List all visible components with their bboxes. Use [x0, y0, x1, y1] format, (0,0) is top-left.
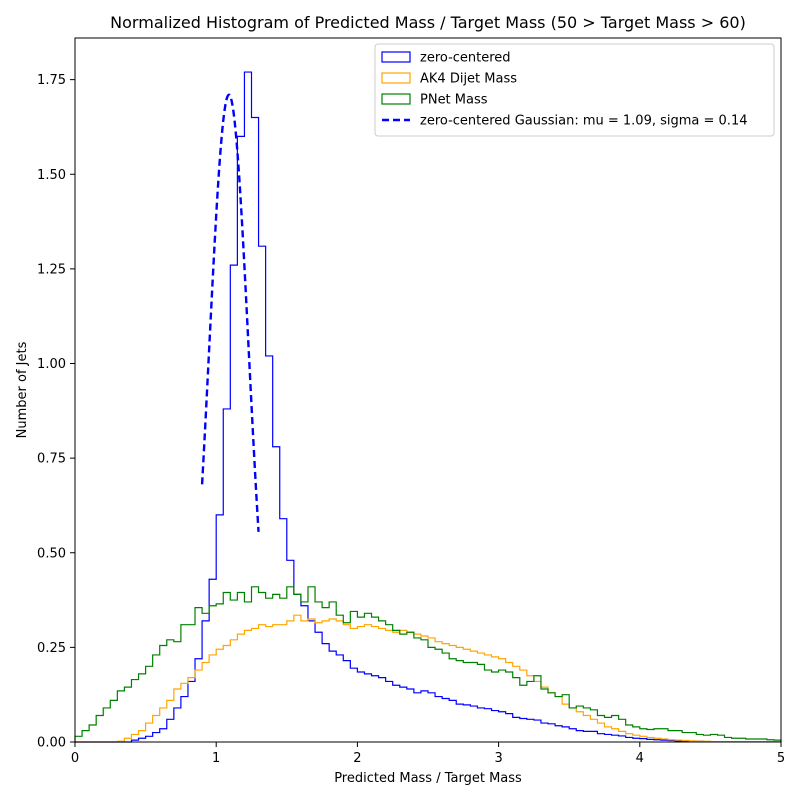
y-tick-label: 1.00	[37, 357, 66, 372]
y-tick-label: 1.75	[37, 73, 66, 88]
y-tick-label: 0.00	[37, 736, 66, 751]
legend-label: zero-centered Gaussian: mu = 1.09, sigma…	[420, 114, 747, 129]
y-tick-label: 1.25	[37, 262, 66, 277]
legend-label: PNet Mass	[420, 93, 488, 108]
legend-swatch-pnet-mass	[381, 93, 411, 105]
y-tick-label: 1.50	[37, 168, 66, 183]
series-pnet-mass-histogram	[74, 586, 782, 742]
legend-box	[374, 43, 775, 137]
axes-frame	[74, 37, 782, 743]
x-axis-label: Predicted Mass / Target Mass	[334, 771, 522, 786]
legend-label: zero-centered	[420, 51, 511, 66]
plot-area	[74, 37, 782, 743]
x-tick-label: 5	[777, 751, 785, 766]
chart-title: Normalized Histogram of Predicted Mass /…	[110, 13, 746, 32]
x-tick-label: 3	[494, 751, 502, 766]
y-axis: 0.00 0.25 0.50 0.75 1.00 1.25 1.50 1.75	[37, 73, 75, 751]
y-axis-label: Number of Jets	[15, 341, 30, 438]
series-ak4-dijet-mass-histogram	[75, 614, 782, 743]
legend-label: AK4 Dijet Mass	[420, 72, 517, 87]
x-tick-label: 1	[212, 751, 220, 766]
x-tick-label: 4	[636, 751, 644, 766]
gaussian-fit-curve	[200, 93, 260, 532]
x-axis: 0 1 2 3 4 5	[71, 742, 785, 766]
legend: zero-centered AK4 Dijet Mass PNet Mass zero…	[374, 43, 775, 137]
legend-swatch-ak4-dijet-mass	[381, 72, 411, 84]
y-tick-label: 0.50	[37, 546, 66, 561]
y-tick-label: 0.75	[37, 452, 66, 467]
y-tick-label: 0.25	[37, 641, 66, 656]
x-tick-label: 2	[353, 751, 361, 766]
legend-swatch-zero-centered	[381, 51, 411, 63]
series-zero-centered-histogram	[75, 71, 782, 743]
x-tick-label: 0	[71, 751, 79, 766]
